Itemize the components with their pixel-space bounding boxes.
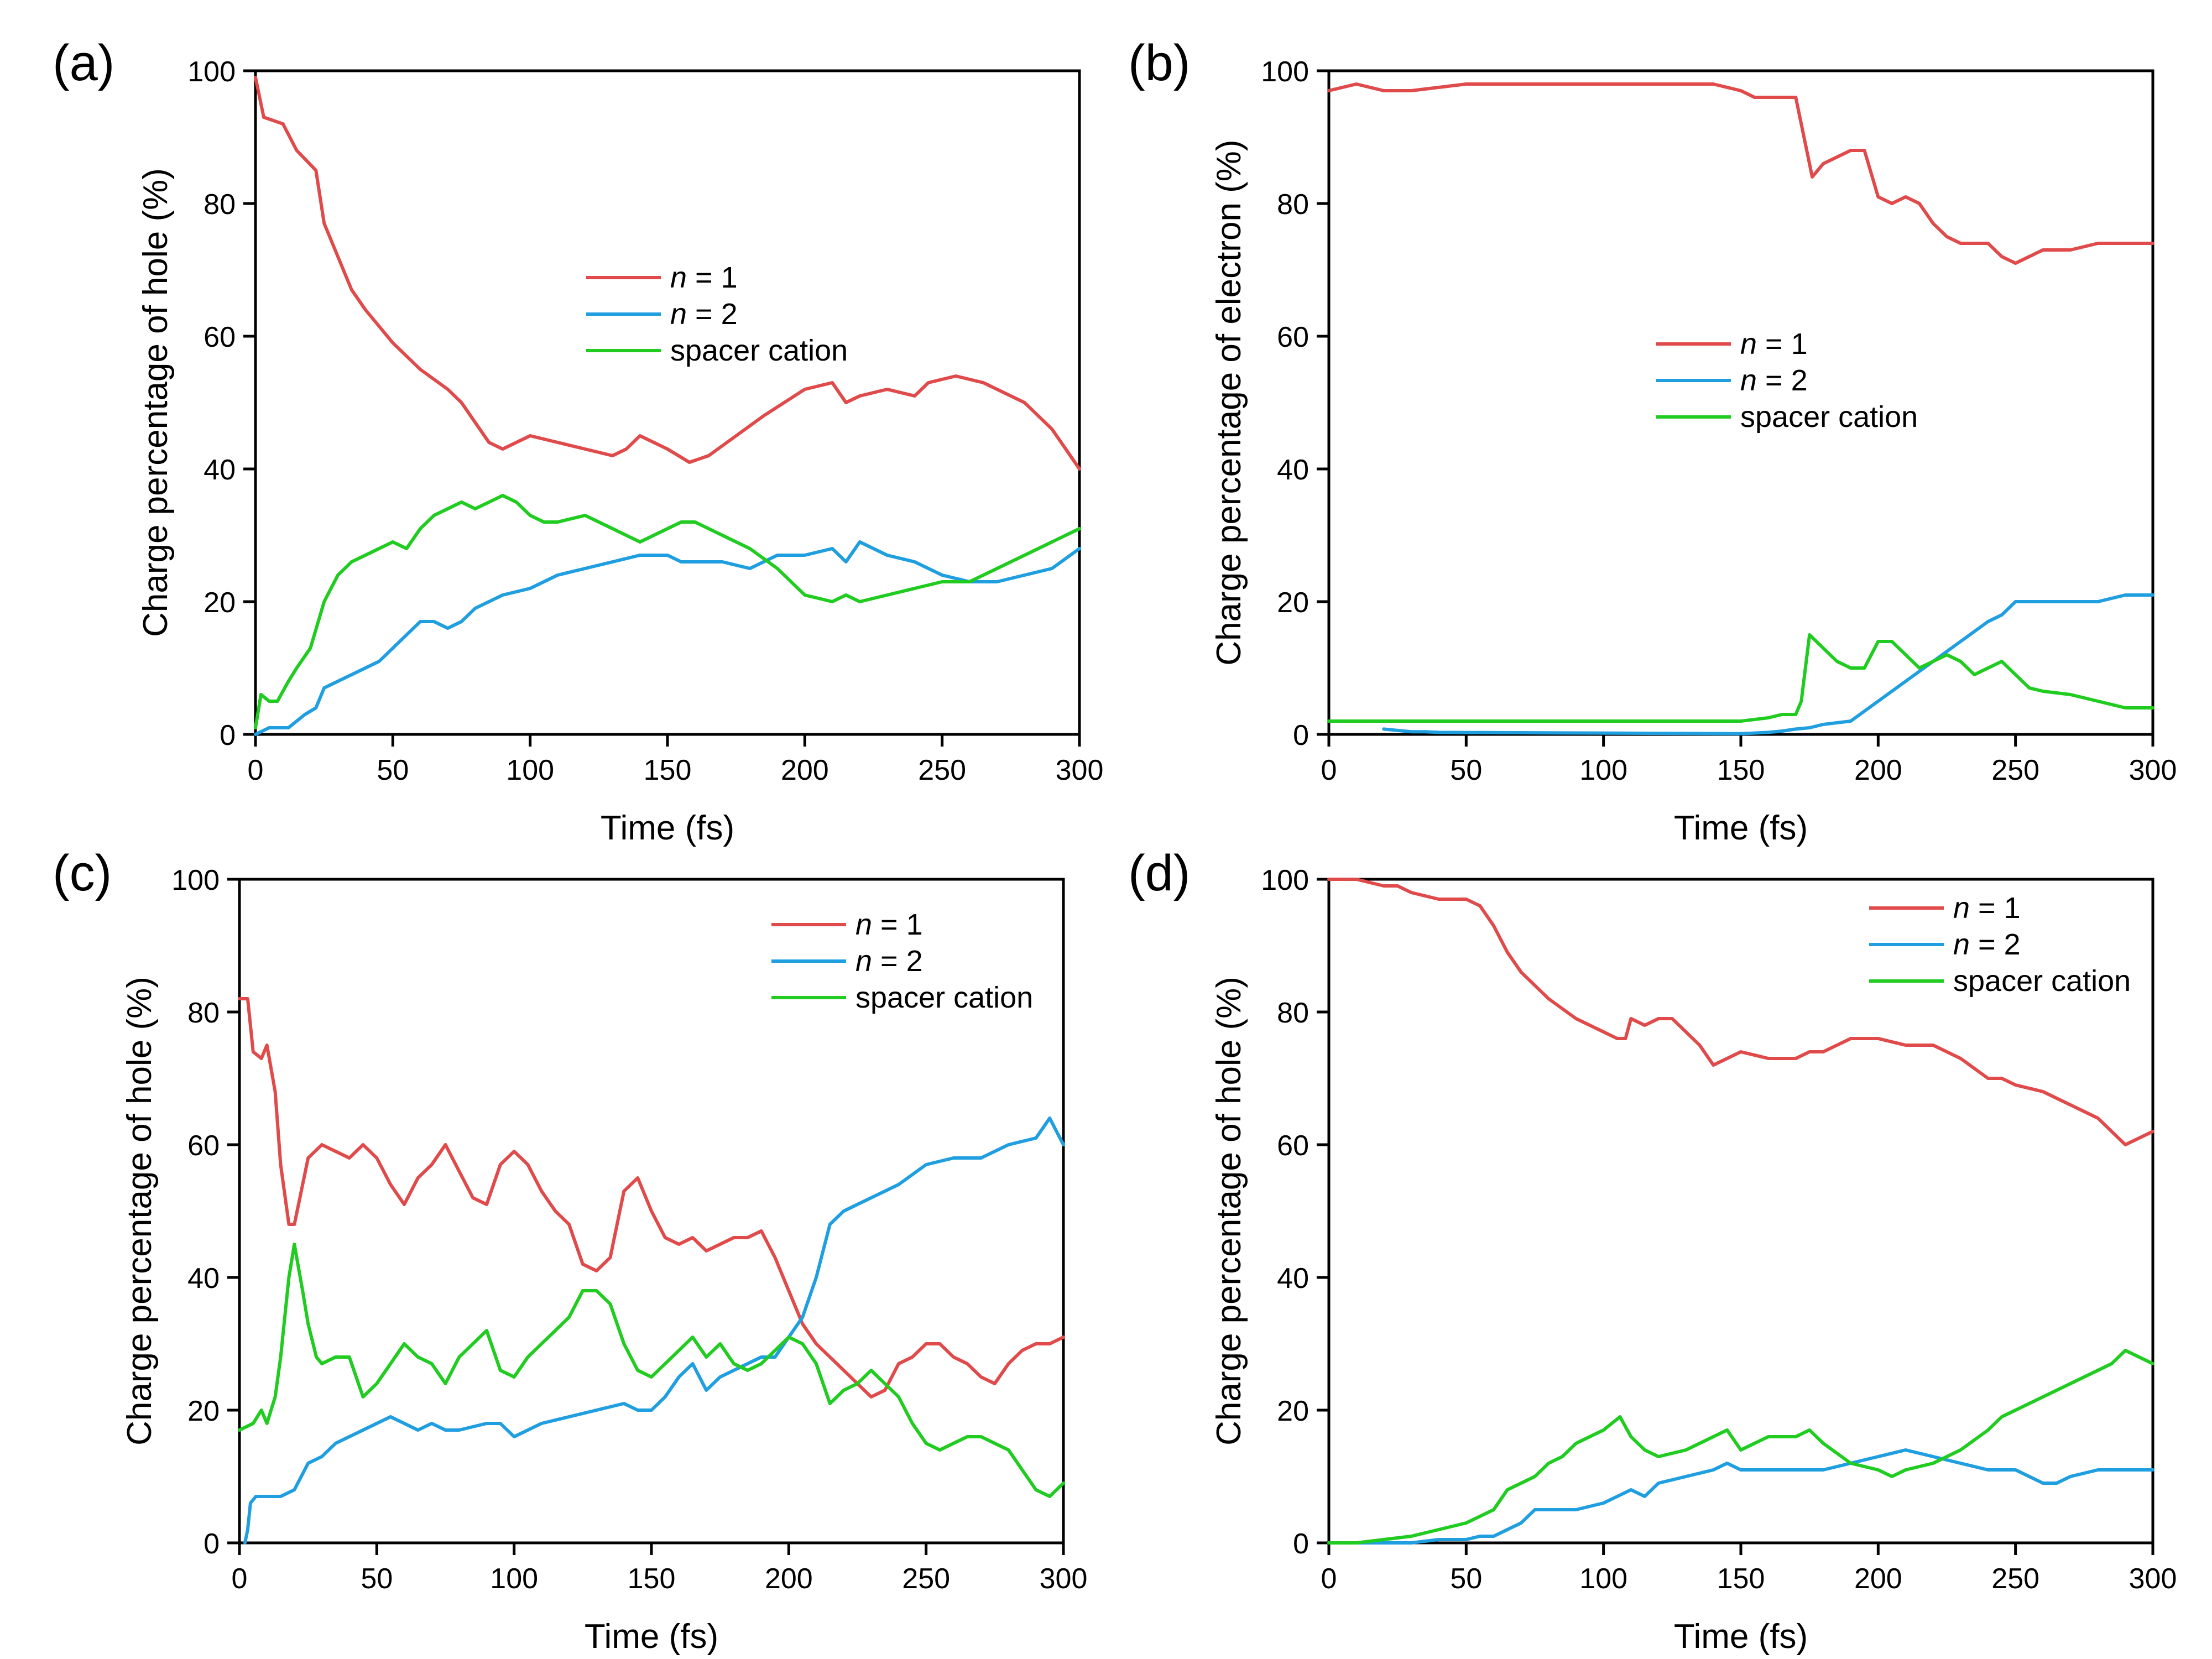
y-tick-label: 20 <box>1277 587 1309 619</box>
y-tick-label: 20 <box>204 587 236 619</box>
y-tick-label: 100 <box>1261 56 1309 88</box>
x-axis-label: Time (fs) <box>1674 809 1808 847</box>
series-line-3 <box>1327 633 2154 723</box>
legend-label: n = 2 <box>1953 928 2021 961</box>
series-line-1 <box>1327 82 2154 265</box>
x-tick-label: 50 <box>361 1563 393 1595</box>
y-axis-label: Charge percentage of electron (%) <box>1210 139 1248 665</box>
x-tick-label: 300 <box>2129 754 2177 786</box>
y-tick-label: 80 <box>187 997 220 1029</box>
series-line-1 <box>238 997 1065 1399</box>
y-tick-label: 100 <box>1261 864 1309 896</box>
x-tick-label: 100 <box>490 1563 538 1595</box>
x-tick-label: 200 <box>1854 754 1902 786</box>
y-axis-label: Charge percentage of hole (%) <box>137 168 175 637</box>
legend-label: n = 1 <box>1740 327 1808 361</box>
y-tick-label: 40 <box>204 454 236 486</box>
legend-label: spacer cation <box>670 334 848 367</box>
x-tick-label: 0 <box>248 754 264 786</box>
panel-label: (c) <box>53 845 112 901</box>
y-tick-label: 100 <box>171 864 220 896</box>
x-tick-label: 50 <box>377 754 409 786</box>
y-tick-label: 20 <box>187 1395 220 1427</box>
x-tick-label: 50 <box>1450 754 1482 786</box>
legend-label: n = 1 <box>855 908 923 941</box>
y-tick-label: 0 <box>204 1528 220 1560</box>
y-tick-label: 60 <box>187 1130 220 1162</box>
y-tick-label: 20 <box>1277 1395 1309 1427</box>
y-tick-label: 0 <box>1293 1528 1309 1560</box>
x-tick-label: 300 <box>1040 1563 1088 1595</box>
x-tick-label: 100 <box>1579 1563 1627 1595</box>
panel-4: (d) 0 50 100 150 200 250 300 0 20 40 60 80 100 Time (f… <box>1128 845 2177 1656</box>
panel-1: (a) 0 50 100 150 200 250 300 0 20 40 60 80 100 Time (f… <box>53 35 1103 847</box>
series-line-2 <box>243 1117 1065 1545</box>
x-tick-label: 250 <box>902 1563 950 1595</box>
legend-label: n = 2 <box>670 298 738 331</box>
y-tick-label: 60 <box>1277 1130 1309 1162</box>
panel-label: (b) <box>1128 35 1190 91</box>
y-tick-label: 40 <box>187 1262 220 1295</box>
x-tick-label: 200 <box>1854 1563 1902 1595</box>
legend-label: spacer cation <box>855 981 1033 1014</box>
x-tick-label: 250 <box>1991 1563 2039 1595</box>
x-axis-label: Time (fs) <box>1674 1618 1808 1656</box>
x-tick-label: 250 <box>1991 754 2039 786</box>
x-tick-label: 50 <box>1450 1563 1482 1595</box>
x-tick-label: 300 <box>1056 754 1104 786</box>
y-tick-label: 100 <box>187 56 236 88</box>
x-tick-label: 0 <box>1321 1563 1337 1595</box>
x-axis-label: Time (fs) <box>601 809 734 847</box>
series-line-1 <box>1327 878 2154 1146</box>
x-tick-label: 200 <box>765 1563 813 1595</box>
series-line-2 <box>254 540 1081 736</box>
series-line-3 <box>254 494 1081 729</box>
plot-frame <box>254 69 1081 736</box>
x-axis-label: Time (fs) <box>585 1618 718 1656</box>
series-line-2 <box>1327 1448 2154 1545</box>
legend-label: n = 1 <box>1953 891 2021 925</box>
y-tick-label: 60 <box>1277 321 1309 353</box>
y-tick-label: 40 <box>1277 454 1309 486</box>
x-tick-label: 0 <box>1321 754 1337 786</box>
legend-label: n = 2 <box>855 945 923 978</box>
series-line-3 <box>238 1243 1065 1498</box>
x-tick-label: 100 <box>1579 754 1627 786</box>
y-tick-label: 40 <box>1277 1262 1309 1295</box>
y-tick-label: 0 <box>220 719 236 752</box>
series-line-1 <box>254 76 1081 471</box>
panel-label: (d) <box>1128 845 1190 901</box>
panel-3: (c) 0 50 100 150 200 250 300 0 20 40 60 80 100 Time (f… <box>53 845 1087 1656</box>
y-tick-label: 80 <box>204 189 236 221</box>
legend-label: spacer cation <box>1953 964 2131 998</box>
x-tick-label: 100 <box>506 754 554 786</box>
series-line-2 <box>1382 593 2154 735</box>
y-axis-label: Charge percentage of hole (%) <box>1210 977 1248 1446</box>
x-tick-label: 150 <box>628 1563 676 1595</box>
panel-label: (a) <box>53 35 114 91</box>
legend-label: n = 1 <box>670 261 738 294</box>
x-tick-label: 150 <box>1717 754 1765 786</box>
y-tick-label: 80 <box>1277 997 1309 1029</box>
x-tick-label: 150 <box>644 754 692 786</box>
legend-label: spacer cation <box>1740 400 1918 434</box>
series-line-3 <box>1327 1349 2154 1545</box>
y-tick-label: 0 <box>1293 719 1309 752</box>
panel-2: (b) 0 50 100 150 200 250 300 0 20 40 60 80 100 Time (f… <box>1128 35 2177 847</box>
legend-label: n = 2 <box>1740 364 1808 397</box>
x-tick-label: 250 <box>918 754 966 786</box>
x-tick-label: 300 <box>2129 1563 2177 1595</box>
y-axis-label: Charge percentage of hole (%) <box>121 977 159 1446</box>
x-tick-label: 150 <box>1717 1563 1765 1595</box>
y-tick-label: 80 <box>1277 189 1309 221</box>
x-tick-label: 200 <box>781 754 829 786</box>
y-tick-label: 60 <box>204 321 236 353</box>
x-tick-label: 0 <box>232 1563 248 1595</box>
